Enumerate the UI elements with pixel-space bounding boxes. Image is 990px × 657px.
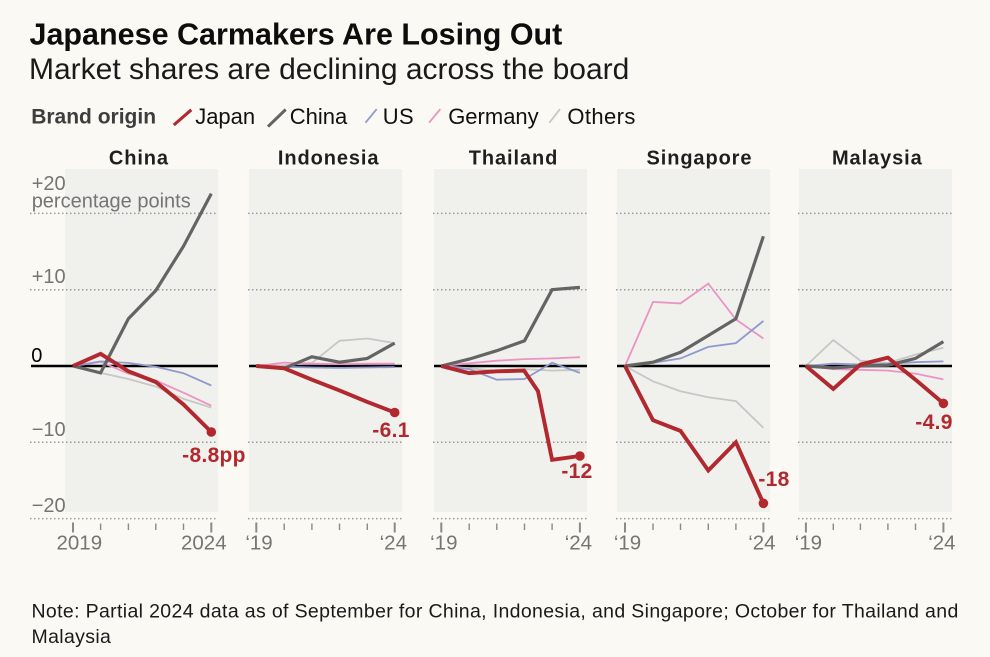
svg-text:Germany: Germany [448,104,538,129]
svg-text:Indonesia: Indonesia [278,148,379,170]
svg-text:‘19: ‘19 [614,532,641,555]
svg-text:‘19: ‘19 [795,532,822,555]
svg-text:2024: 2024 [181,532,227,555]
svg-text:Japan: Japan [195,104,255,129]
svg-text:Japanese Carmakers Are Losing: Japanese Carmakers Are Losing Out [30,17,563,51]
svg-text:-4.9: -4.9 [915,411,952,434]
svg-text:−20: −20 [32,495,66,517]
svg-text:‘24: ‘24 [565,532,592,555]
svg-text:Note: Partial 2024 data as of: Note: Partial 2024 data as of September … [32,601,959,623]
svg-text:US: US [383,104,414,129]
svg-text:Malaysia: Malaysia [832,148,923,170]
svg-text:Brand origin: Brand origin [31,106,156,129]
svg-text:Singapore: Singapore [647,148,753,170]
svg-text:‘19: ‘19 [430,532,457,555]
svg-text:Malaysia: Malaysia [32,626,112,648]
svg-text:percentage points: percentage points [32,190,191,212]
svg-text:Thailand: Thailand [469,148,558,170]
svg-text:‘24: ‘24 [928,532,955,555]
svg-text:Market shares are declining ac: Market shares are declining across the b… [29,53,629,86]
svg-text:−10: −10 [32,419,66,441]
svg-text:China: China [290,104,348,129]
svg-text:-8.8pp: -8.8pp [182,444,246,467]
svg-text:‘19: ‘19 [245,532,272,555]
svg-text:2019: 2019 [56,532,102,555]
svg-text:-6.1: -6.1 [372,419,409,442]
svg-text:‘24: ‘24 [748,532,775,555]
svg-text:China: China [109,148,169,170]
svg-text:-12: -12 [561,460,592,483]
svg-text:‘24: ‘24 [380,532,407,555]
svg-text:0: 0 [31,345,42,367]
svg-text:-18: -18 [758,468,789,491]
svg-text:+20: +20 [32,173,66,195]
svg-text:Others: Others [567,104,635,129]
svg-text:+10: +10 [32,266,66,288]
